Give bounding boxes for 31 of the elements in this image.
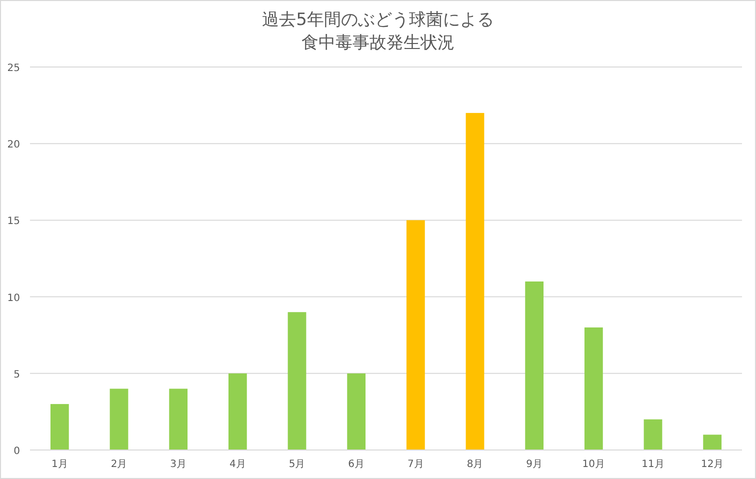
bar (228, 373, 247, 450)
x-tick-label: 5月 (288, 459, 306, 470)
chart-title: 過去5年間のぶどう球菌による食中毒事故発生状況 (261, 9, 495, 55)
bar (703, 434, 722, 450)
bar (50, 404, 69, 450)
y-tick-label: 0 (14, 446, 20, 457)
x-tick-label: 9月 (526, 459, 543, 470)
x-tick-label: 7月 (407, 459, 424, 470)
x-tick-label: 6月 (348, 459, 365, 470)
y-tick-label: 10 (7, 292, 20, 304)
x-tick-label: 4月 (229, 459, 246, 470)
bar (466, 112, 484, 450)
x-tick-label: 1月 (51, 459, 68, 470)
bar (347, 373, 366, 450)
bar (406, 220, 425, 450)
y-tick-label: 15 (7, 216, 20, 228)
bar (525, 281, 544, 450)
y-tick-label: 5 (14, 369, 20, 380)
y-tick-label: 20 (7, 140, 20, 151)
bar (644, 419, 662, 450)
bar (584, 327, 603, 450)
x-tick-label: 2月 (110, 459, 128, 470)
x-tick-label: 3月 (170, 459, 187, 470)
x-tick-label: 8月 (466, 459, 484, 470)
y-tick-label: 25 (7, 63, 20, 74)
bar (288, 312, 306, 450)
x-tick-label: 12月 (700, 459, 724, 470)
bar (169, 388, 188, 450)
bar (110, 388, 128, 450)
x-tick-label: 11月 (642, 459, 664, 470)
x-tick-label: 10月 (582, 459, 606, 470)
